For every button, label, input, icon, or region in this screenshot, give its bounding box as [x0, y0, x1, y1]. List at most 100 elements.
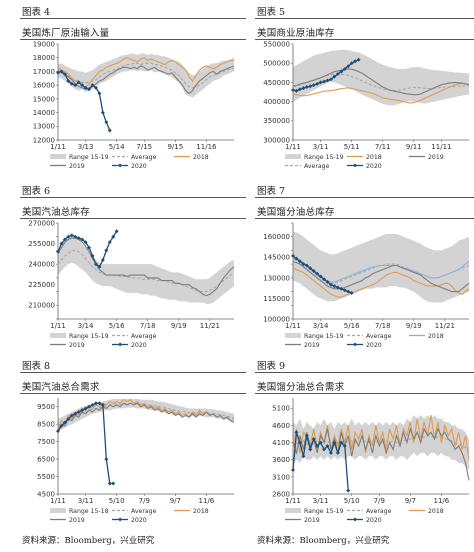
y-tick-label: 6500	[37, 455, 55, 463]
series-point	[335, 71, 340, 76]
divider	[255, 218, 474, 219]
y-tick-label: 400000	[263, 98, 290, 106]
legend-label: 2018	[428, 333, 444, 340]
series-point	[104, 120, 109, 125]
x-tick-label: 9/15	[167, 143, 183, 151]
source-note: 资料来源：Bloomberg，兴业研究	[22, 536, 155, 546]
x-tick-label: 11/16	[196, 143, 217, 151]
y-tick-label: 8500	[37, 421, 55, 429]
series-point	[346, 289, 351, 294]
legend-label: Average	[131, 508, 157, 515]
legend-swatch	[285, 333, 301, 338]
series-line	[292, 426, 470, 481]
chart-title: 美国馏分油总合需求	[257, 382, 345, 393]
chart-title: 美国馏分油总库存	[257, 207, 335, 218]
chart-svg: 210000 225000 240000 255000 270000 1/11 3/14 5/…	[28, 219, 235, 349]
series-point	[107, 240, 112, 245]
legend-marker	[118, 342, 123, 347]
y-tick-label: 2600	[272, 490, 290, 498]
chart-svg: 12000 13000 14000 15000 16000 17000 18000 19000…	[33, 40, 235, 170]
legend-label: 2019	[428, 154, 444, 161]
x-tick-label: 1/11	[50, 497, 66, 505]
legend-label: 2020	[366, 163, 382, 170]
chart-panel-commercial-crude: 图表 5 美国商业原油库存 300000 350000 400000 450000 50…	[255, 4, 474, 178]
series-point	[332, 284, 337, 289]
range-band	[58, 53, 234, 98]
x-tick-label: 5/16	[109, 322, 125, 330]
legend-label: Range 15-19	[69, 154, 109, 161]
figure-label: 图表 4	[22, 7, 51, 18]
legend-swatch	[50, 154, 66, 159]
series-point	[291, 468, 295, 472]
series-point	[76, 80, 81, 85]
y-tick-label: 3100	[272, 473, 290, 481]
x-tick-label: 1/11	[285, 322, 301, 330]
divider	[20, 372, 246, 373]
x-tick-label: 3/11	[78, 497, 94, 505]
series-line	[57, 57, 234, 89]
series-point	[339, 286, 344, 291]
series-point	[349, 61, 354, 66]
chart-title: 美国汽油总库存	[22, 207, 90, 218]
series-point	[104, 248, 109, 253]
y-tick-label: 16000	[33, 82, 55, 90]
series-point	[80, 408, 85, 413]
legend-label: Average	[131, 333, 157, 340]
legend-label: 2018	[428, 508, 444, 515]
series-point	[59, 69, 64, 74]
series-point	[107, 128, 112, 133]
x-tick-label: 1/11	[285, 497, 301, 505]
y-tick-label: 160000	[263, 233, 290, 241]
legend-label: Average	[366, 333, 392, 340]
figure-label: 图表 6	[22, 186, 51, 197]
y-tick-label: 240000	[28, 261, 55, 269]
y-tick-label: 4100	[272, 439, 290, 447]
x-tick-label: 11/11	[431, 143, 451, 151]
chart-panel-crude-imports: 图表 4 美国炼厂原油输入量 12000 13000 14000 15000 16000…	[20, 4, 246, 178]
series-line	[57, 62, 234, 89]
divider	[20, 393, 246, 394]
divider	[255, 393, 474, 394]
x-tick-label: 9/11	[406, 143, 422, 151]
legend-label: 2019	[69, 163, 85, 170]
x-tick-label: 3/14	[313, 322, 329, 330]
chart-title: 美国汽油总合需求	[22, 382, 100, 393]
divider	[255, 18, 474, 19]
x-tick-label: 1/11	[50, 143, 66, 151]
y-tick-label: 500000	[263, 60, 290, 68]
range-band	[58, 236, 234, 304]
source-note: 资料来源：Bloomberg，兴业研究	[257, 536, 390, 546]
x-tick-label: 1/11	[50, 322, 66, 330]
x-tick-label: 3/13	[78, 143, 94, 151]
series-point	[66, 416, 71, 421]
range-band	[58, 398, 234, 432]
figure-label: 图表 5	[257, 7, 286, 18]
legend-swatch	[50, 333, 66, 338]
series-point	[111, 481, 116, 486]
legend-swatch	[285, 508, 301, 513]
series-point	[297, 87, 302, 92]
series-line	[292, 68, 470, 96]
y-tick-label: 9500	[37, 403, 55, 411]
y-tick-label: 225000	[28, 281, 55, 289]
legend-label: 2018	[366, 154, 382, 161]
divider	[20, 39, 246, 40]
x-tick-label: 11/21	[200, 322, 220, 330]
chart-panel-distillate-stocks: 图表 7 美国馏分油总库存 100000 115000 130000 145000 16…	[255, 183, 474, 357]
y-tick-label: 13000	[33, 123, 55, 131]
legend-label: Range 15-19	[69, 333, 109, 340]
legend-label: 2020	[131, 517, 147, 524]
y-tick-label: 7500	[37, 438, 55, 446]
legend-label: Range 15-18	[69, 508, 109, 515]
series-line	[57, 70, 111, 131]
x-tick-label: 7/18	[140, 322, 156, 330]
series-point	[311, 83, 316, 88]
legend-label: 2019	[304, 342, 320, 349]
legend-label: 2020	[366, 517, 382, 524]
legend-label: 2019	[69, 517, 85, 524]
legend-label: Average	[304, 163, 330, 170]
series-point	[104, 457, 109, 462]
series-point	[297, 259, 302, 264]
series-point	[297, 440, 302, 445]
series-point	[322, 277, 327, 282]
